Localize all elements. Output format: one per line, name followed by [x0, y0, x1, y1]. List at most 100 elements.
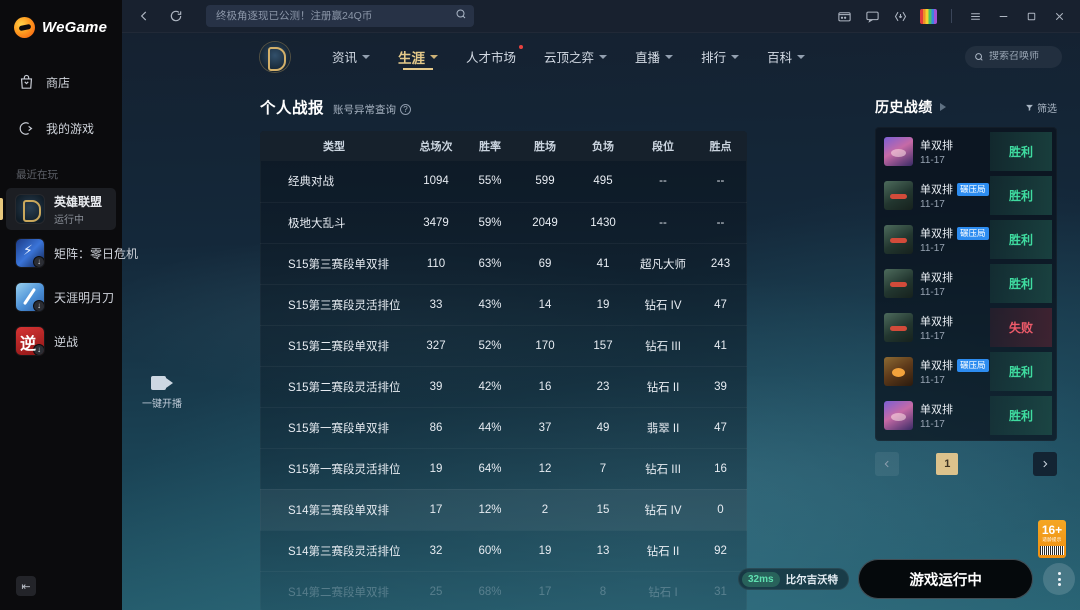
game-running-button[interactable]: 游戏运行中 — [858, 559, 1034, 599]
list-item[interactable]: 单双排 碾压局 11-17 胜利 — [880, 352, 1052, 391]
cell-total: 19 — [408, 447, 464, 489]
cell-total: 17 — [408, 488, 464, 530]
list-item[interactable]: 单双排 11-17 胜利 — [880, 396, 1052, 435]
list-item[interactable]: 单双排 11-17 失败 — [880, 308, 1052, 347]
stats-table-head: 类型 总场次 胜率 胜场 负场 段位 胜点 — [260, 131, 747, 161]
table-row[interactable]: S15第三赛段灵活排位 33 43% 14 19 钻石 IV 47 — [260, 283, 747, 325]
table-row[interactable]: 极地大乱斗 3479 59% 2049 1430 -- -- — [260, 201, 747, 243]
match-mode: 单双排 — [920, 360, 953, 372]
table-row[interactable]: S15第一赛段单双排 86 44% 37 49 翡翠 II 47 — [260, 406, 747, 448]
lol-logo-icon[interactable] — [260, 41, 290, 72]
matrix-game-icon: ↓ — [16, 239, 44, 267]
table-row[interactable]: S14第三赛段单双排 17 12% 2 15 钻石 IV 0 — [260, 488, 747, 530]
age-rating-icon[interactable]: 16+ 适龄提示 — [1038, 520, 1066, 558]
cell-type: S14第三赛段单双排 — [260, 488, 408, 530]
chevron-down-icon — [797, 54, 806, 59]
cell-win: 37 — [516, 406, 574, 448]
search-input[interactable] — [216, 10, 455, 22]
close-icon[interactable] — [1046, 3, 1072, 29]
question-icon[interactable]: ? — [400, 104, 412, 115]
cell-type: 经典对战 — [288, 176, 334, 189]
tab-shengya[interactable]: 生涯 — [384, 35, 452, 79]
sidebar-game-lol[interactable]: 英雄联盟 运行中 — [0, 188, 116, 230]
cell-win: 14 — [516, 283, 574, 325]
cell-rate: 60% — [464, 529, 516, 571]
next-page-button[interactable] — [1032, 452, 1057, 476]
cell-type: S15第一赛段单双排 — [260, 406, 408, 448]
cell-tier: 钻石 III — [632, 324, 694, 366]
history-list: 单双排 11-17 胜利 单双排 碾压局 11-17 — [875, 127, 1057, 441]
list-item[interactable]: 单双排 碾压局 11-17 胜利 — [880, 176, 1052, 215]
tab-baike[interactable]: 百科 — [753, 35, 819, 79]
match-date: 11-17 — [920, 287, 945, 298]
sidebar-game-nizhan[interactable]: ↓ 逆战 — [6, 320, 116, 362]
page-number[interactable]: 1 — [936, 453, 959, 475]
sidebar-item-my-games[interactable]: 我的游戏 — [6, 111, 116, 145]
sidebar-game-tianya[interactable]: ↓ 天涯明月刀 — [6, 276, 116, 318]
cell-lose: 19 — [574, 283, 632, 325]
list-item[interactable]: 单双排 碾压局 11-17 胜利 — [880, 220, 1052, 259]
cell-type: S15第一赛段灵活排位 — [260, 447, 408, 489]
rainbow-app-icon[interactable] — [915, 3, 941, 29]
back-button[interactable] — [131, 3, 157, 29]
tab-label: 直播 — [635, 51, 661, 65]
list-item[interactable]: 单双排 11-17 胜利 — [880, 132, 1052, 171]
col-header-points: 胜点 — [694, 131, 747, 161]
sidebar-item-label: 商店 — [46, 75, 71, 90]
folder-icon[interactable] — [831, 3, 857, 29]
collapse-left-icon[interactable]: ⇤ — [16, 576, 36, 596]
refresh-button[interactable] — [163, 3, 189, 29]
sidebar-item-store[interactable]: 商店 — [6, 65, 116, 99]
tab-zhibo[interactable]: 直播 — [621, 35, 687, 79]
game-name: 天涯明月刀 — [54, 290, 115, 305]
download-icon[interactable] — [887, 3, 913, 29]
cell-total: 3479 — [408, 201, 464, 243]
cell-rate: 59% — [464, 201, 516, 243]
sidebar-game-matrix[interactable]: ↓ 矩阵：零日危机 — [6, 232, 138, 274]
account-check-link[interactable]: 账号异常查询 ? — [333, 102, 412, 117]
maximize-icon[interactable] — [1018, 3, 1044, 29]
sidebar-item-label: 我的游戏 — [46, 121, 95, 136]
table-row[interactable]: S14第二赛段单双排 25 68% 17 8 钻石 I 31 — [260, 570, 747, 610]
cell-type: S15第三赛段单双排 — [260, 242, 408, 284]
title-bar — [122, 0, 1080, 33]
cell-rate: 63% — [464, 242, 516, 284]
minimize-icon[interactable] — [990, 3, 1016, 29]
cell-points: 16 — [694, 447, 747, 489]
search-icon[interactable] — [455, 7, 467, 25]
tab-paihang[interactable]: 排行 — [687, 35, 753, 79]
recent-section-label: 最近在玩 — [16, 169, 58, 181]
brand[interactable]: WeGame — [0, 0, 122, 38]
start-stream-button[interactable]: 一键开播 — [132, 376, 192, 410]
global-search-box[interactable] — [206, 5, 474, 27]
match-history-panel: 历史战绩 筛选 单双排 11-17 — [875, 96, 1057, 476]
cell-points: 41 — [694, 324, 747, 366]
table-row[interactable]: S15第二赛段灵活排位 39 42% 16 23 钻石 II 39 — [260, 365, 747, 407]
more-vertical-icon[interactable] — [1043, 563, 1076, 595]
table-row[interactable]: S15第三赛段单双排 110 63% 69 41 超凡大师 243 — [260, 242, 747, 284]
filter-button[interactable]: 筛选 — [1025, 100, 1057, 115]
cell-win: 599 — [535, 175, 555, 188]
table-row[interactable]: 经典对战 1094 55% 599 495 -- -- — [260, 161, 747, 202]
chevron-down-icon — [731, 54, 740, 59]
prev-page-button[interactable] — [875, 452, 899, 476]
cell-tier: -- — [659, 175, 667, 188]
table-row[interactable]: S15第一赛段灵活排位 19 64% 12 7 钻石 III 16 — [260, 447, 747, 489]
table-row[interactable]: S15第二赛段单双排 327 52% 170 157 钻石 III 41 — [260, 324, 747, 366]
message-icon[interactable] — [859, 3, 885, 29]
tab-yundingzhiyi[interactable]: 云顶之弈 — [530, 35, 621, 79]
summoner-search-input[interactable] — [989, 51, 1053, 62]
play-arrow-icon[interactable] — [939, 103, 946, 111]
list-item[interactable]: 单双排 11-17 胜利 — [880, 264, 1052, 303]
cell-type: S15第二赛段单双排 — [260, 324, 408, 366]
tab-zixun[interactable]: 资讯 — [318, 35, 384, 79]
tab-rencaishichang[interactable]: 人才市场 — [452, 35, 530, 79]
server-ping-chip[interactable]: 32ms 比尔吉沃特 — [738, 568, 850, 590]
cell-win: 2 — [516, 488, 574, 530]
chevron-down-icon — [599, 54, 608, 59]
summoner-search-box[interactable] — [965, 45, 1062, 68]
match-date: 11-17 — [920, 199, 945, 210]
brand-label: WeGame — [42, 19, 108, 36]
table-row[interactable]: S14第三赛段灵活排位 32 60% 19 13 钻石 II 92 — [260, 529, 747, 571]
menu-icon[interactable] — [962, 3, 988, 29]
